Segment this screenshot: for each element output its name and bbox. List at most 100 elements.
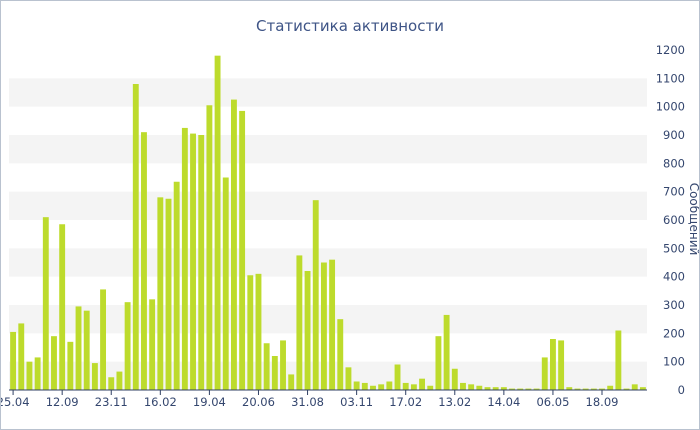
- bar: [10, 331, 17, 390]
- y-tick-label: 500: [663, 241, 685, 255]
- bar: [67, 341, 74, 390]
- bar: [599, 388, 605, 390]
- bar: [206, 105, 213, 390]
- bar: [18, 323, 25, 390]
- bar: [517, 388, 524, 390]
- bar: [402, 382, 409, 390]
- x-tick-label: 13.02: [438, 395, 471, 409]
- bar: [222, 177, 229, 390]
- bar: [124, 302, 131, 390]
- grid-bands: [9, 78, 647, 390]
- bar: [492, 387, 499, 390]
- bar: [51, 336, 57, 390]
- y-tick-label: 600: [663, 213, 685, 227]
- bar: [549, 339, 556, 390]
- bar: [533, 388, 540, 390]
- bar: [370, 385, 376, 390]
- bar: [558, 340, 565, 390]
- y-tick-label: 300: [663, 298, 685, 312]
- bar: [386, 381, 393, 390]
- bar: [410, 384, 417, 390]
- bar: [435, 336, 442, 390]
- x-tick-label: 03.11: [340, 395, 373, 409]
- bar: [26, 361, 33, 390]
- bar: [100, 289, 107, 390]
- bar: [149, 299, 156, 390]
- y-tick-label: 1000: [656, 100, 685, 114]
- x-tick-label: 16.02: [144, 395, 177, 409]
- bar: [607, 385, 614, 390]
- bar: [280, 340, 286, 390]
- x-tick-label: 06.05: [536, 395, 569, 409]
- bar: [91, 363, 98, 390]
- bar: [345, 367, 352, 390]
- grid-band: [9, 305, 647, 334]
- y-tick-label: 900: [663, 128, 685, 142]
- bar: [574, 388, 581, 390]
- bar: [566, 387, 573, 390]
- bar: [476, 385, 483, 390]
- bar: [312, 200, 319, 390]
- y-axis-label: Сообщений: [687, 183, 699, 256]
- bar: [116, 371, 123, 390]
- bar: [132, 84, 139, 390]
- x-tick-label: 17.02: [389, 395, 422, 409]
- bars-group: [10, 55, 646, 391]
- y-tick-label: 200: [663, 326, 685, 340]
- bar: [296, 255, 303, 390]
- x-tick-label: 31.08: [291, 395, 324, 409]
- y-tick-label: 400: [663, 270, 685, 284]
- bar: [451, 368, 458, 390]
- bar: [83, 310, 90, 390]
- x-tick-labels: 25.04 12.09 23.11 16.02 19.04 20.06 31.08 03.11…: [1, 390, 618, 409]
- bar: [42, 217, 49, 390]
- x-tick-label: 18.09: [586, 395, 619, 409]
- y-tick-label: 1100: [656, 71, 685, 85]
- bar: [631, 384, 638, 390]
- bar: [141, 132, 147, 391]
- bar: [590, 388, 597, 390]
- bar: [582, 388, 589, 390]
- y-tick-label: 700: [663, 185, 685, 199]
- bar: [263, 343, 270, 390]
- chart-title: Статистика активности: [256, 17, 444, 35]
- bar: [639, 387, 646, 390]
- bar: [288, 374, 295, 390]
- y-tick-label: 1200: [656, 43, 685, 57]
- bar: [255, 273, 262, 390]
- bar: [239, 110, 246, 391]
- bar: [108, 377, 115, 390]
- bar: [460, 382, 466, 390]
- bar: [394, 364, 401, 390]
- grid-band: [9, 135, 647, 164]
- grid-band: [9, 361, 647, 390]
- y-tick-labels: 0 100 200 300 400 500 600 700 800 900 1000 1100 1200: [656, 43, 685, 397]
- bar: [271, 356, 278, 390]
- bar: [157, 197, 164, 390]
- bar: [419, 378, 426, 390]
- bar: [541, 357, 548, 390]
- bar: [443, 314, 450, 390]
- bar: [468, 384, 475, 390]
- bar: [484, 387, 491, 390]
- bar: [198, 135, 205, 390]
- bar: [329, 259, 336, 390]
- grid-band: [9, 78, 647, 107]
- bar: [190, 133, 196, 390]
- bar: [509, 388, 515, 390]
- bar: [214, 55, 221, 391]
- bar: [525, 388, 532, 390]
- bar: [361, 382, 368, 390]
- bar: [427, 385, 434, 390]
- bar: [320, 262, 327, 390]
- bar: [304, 271, 311, 390]
- bar: [247, 275, 254, 390]
- bar: [34, 357, 41, 390]
- bar: [337, 319, 344, 390]
- y-tick-label: 0: [678, 383, 685, 397]
- grid-band: [9, 191, 647, 220]
- bar: [378, 384, 385, 390]
- x-tick-label: 20.06: [242, 395, 275, 409]
